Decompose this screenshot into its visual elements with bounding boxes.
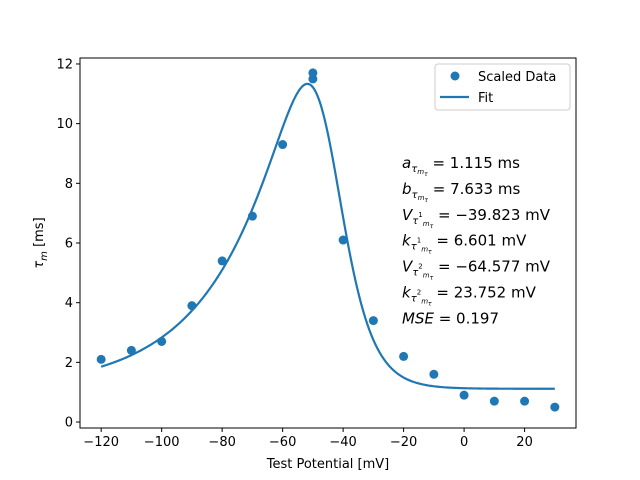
x-axis-label: Test Potential [mV] [266, 457, 390, 472]
data-point [368, 316, 378, 326]
data-point [338, 235, 348, 245]
y-tick-label: 4 [65, 296, 73, 311]
annotation-line: Vτ1mτ = −39.823 mV [402, 206, 551, 230]
fit-layer [100, 82, 555, 390]
data-point [157, 336, 167, 346]
data-point [247, 211, 257, 221]
annotation-line: kτ2mτ = 23.752 mV [402, 284, 537, 308]
x-tick-label: −120 [83, 435, 119, 450]
data-point [550, 402, 560, 412]
y-tick-label: 12 [56, 57, 73, 72]
data-point [217, 256, 227, 266]
x-tick-label: −40 [329, 435, 356, 450]
y-axis-label: τm [ms] [32, 217, 50, 268]
x-tick-label: −60 [269, 435, 296, 450]
x-ticks: −120 −100 −80 −60 −40 −20 0 20 [83, 428, 533, 450]
points-layer [96, 68, 560, 412]
data-point [308, 68, 318, 78]
y-tick-label: 8 [65, 177, 73, 192]
y-tick-label: 2 [65, 356, 73, 371]
data-point [278, 140, 288, 150]
y-tick-label: 0 [65, 416, 73, 431]
x-tick-label: −100 [144, 435, 180, 450]
data-point [429, 369, 439, 379]
annotation-line: Vτ2mτ = −64.577 mV [402, 258, 551, 282]
y-tick-label: 6 [65, 237, 73, 252]
y-tick-label: 10 [56, 117, 73, 132]
data-point [520, 396, 530, 406]
fit-line [100, 82, 555, 390]
y-ticks: 0 2 4 6 8 10 12 [56, 57, 80, 431]
annotation-line: aτmτ = 1.115 ms [402, 154, 520, 178]
legend-box [434, 63, 571, 111]
data-point [187, 301, 197, 311]
legend: Scaled Data Fit [434, 63, 571, 111]
x-tick-label: 0 [460, 435, 468, 450]
x-tick-label: −20 [390, 435, 417, 450]
legend-label-scaled-data: Scaled Data [478, 70, 556, 85]
legend-label-fit: Fit [478, 91, 493, 106]
data-point [459, 390, 469, 400]
data-point [489, 396, 499, 406]
data-point [96, 354, 106, 364]
annotation-line: bτmτ = 7.633 ms [402, 180, 520, 204]
x-tick-label: 20 [516, 435, 533, 450]
legend-marker-scaled-data [450, 71, 460, 81]
x-tick-label: −80 [208, 435, 235, 450]
annotation-line: MSE = 0.197 [402, 309, 499, 327]
annotation-line: kτ1mτ = 6.601 mV [402, 232, 527, 256]
data-point [126, 345, 136, 355]
data-point [399, 351, 409, 361]
